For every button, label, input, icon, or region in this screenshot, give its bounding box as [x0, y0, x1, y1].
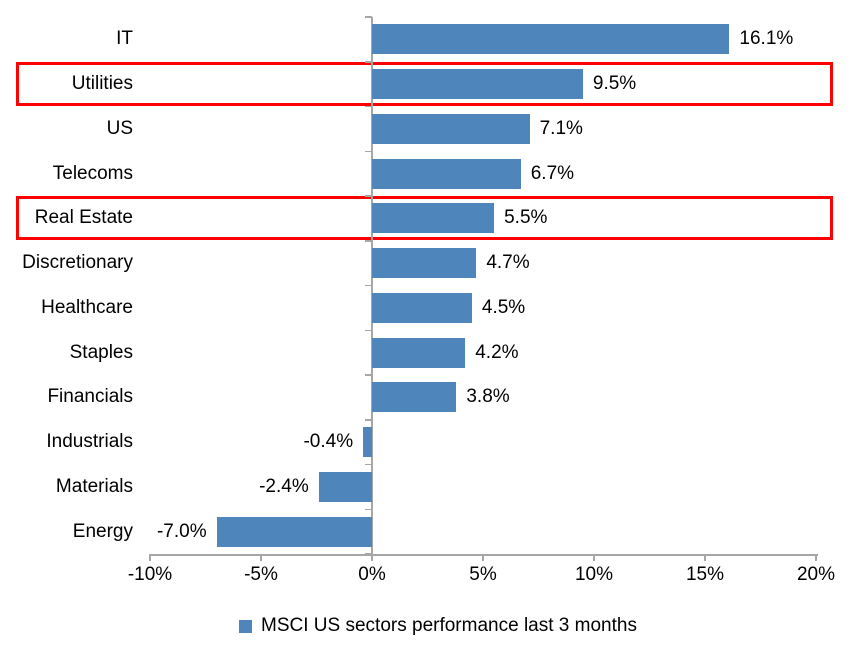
category-tick [365, 284, 372, 287]
category-label: Financials [47, 386, 133, 408]
bar [372, 337, 466, 368]
category-tick [365, 16, 372, 18]
bar [372, 292, 472, 323]
category-label: IT [116, 28, 133, 50]
highlight-box [16, 62, 833, 107]
category-tick [365, 195, 372, 197]
category-tick [365, 240, 372, 242]
category-tick [365, 419, 372, 421]
x-tick [815, 554, 817, 561]
bar [372, 24, 730, 55]
category-label: Industrials [46, 431, 133, 453]
legend-label: MSCI US sectors performance last 3 month… [261, 615, 637, 636]
bar [372, 158, 521, 189]
bar [372, 113, 530, 144]
value-label: -0.4% [303, 431, 354, 453]
value-label: 5.5% [504, 207, 548, 229]
category-tick [365, 105, 372, 108]
x-tick [704, 554, 706, 561]
category-label: Energy [72, 520, 133, 542]
legend-swatch-icon [239, 619, 253, 633]
category-tick [365, 150, 372, 152]
bar [372, 382, 457, 413]
category-tick [365, 374, 372, 376]
x-tick-label: 5% [469, 564, 497, 585]
x-tick-label: 0% [358, 564, 386, 585]
bar [372, 203, 495, 234]
value-label: 4.7% [486, 252, 530, 274]
x-tick-label: 15% [685, 564, 725, 585]
value-label: 6.7% [530, 162, 575, 184]
value-label: 9.5% [592, 73, 637, 95]
category-label: Utilities [71, 73, 133, 95]
x-tick [371, 554, 373, 561]
x-tick [260, 554, 262, 561]
category-label: Telecoms [52, 162, 133, 184]
value-label: -7.0% [156, 520, 207, 542]
category-label: Healthcare [41, 296, 133, 318]
value-label: 3.8% [466, 386, 510, 408]
category-label: Real Estate [34, 207, 133, 229]
bar [318, 471, 372, 502]
value-label: -2.4% [259, 475, 309, 497]
value-label: 4.2% [475, 341, 519, 363]
value-label: 4.5% [481, 296, 526, 318]
x-tick-label: 10% [574, 564, 614, 585]
category-label: Staples [69, 341, 133, 363]
value-label: 16.1% [739, 28, 794, 50]
legend: MSCI US sectors performance last 3 month… [12, 610, 852, 642]
x-tick-label: -10% [127, 564, 173, 585]
category-tick [365, 61, 372, 63]
category-label: Materials [55, 475, 133, 497]
bar [372, 248, 477, 279]
x-tick-label: -5% [244, 564, 278, 585]
bar [216, 516, 372, 547]
category-tick [365, 329, 372, 331]
x-tick [482, 554, 484, 561]
x-tick [149, 554, 151, 561]
category-label: US [106, 117, 133, 139]
value-label: 7.1% [539, 117, 583, 139]
highlight-box [16, 196, 833, 241]
bar [363, 427, 372, 458]
category-axis-line [371, 17, 373, 554]
x-tick-label: 20% [796, 564, 836, 585]
bar [372, 69, 583, 100]
x-tick [593, 554, 595, 561]
category-tick [365, 463, 372, 466]
x-axis-line [150, 554, 818, 556]
category-label: Discretionary [22, 252, 133, 274]
category-tick [365, 508, 372, 510]
